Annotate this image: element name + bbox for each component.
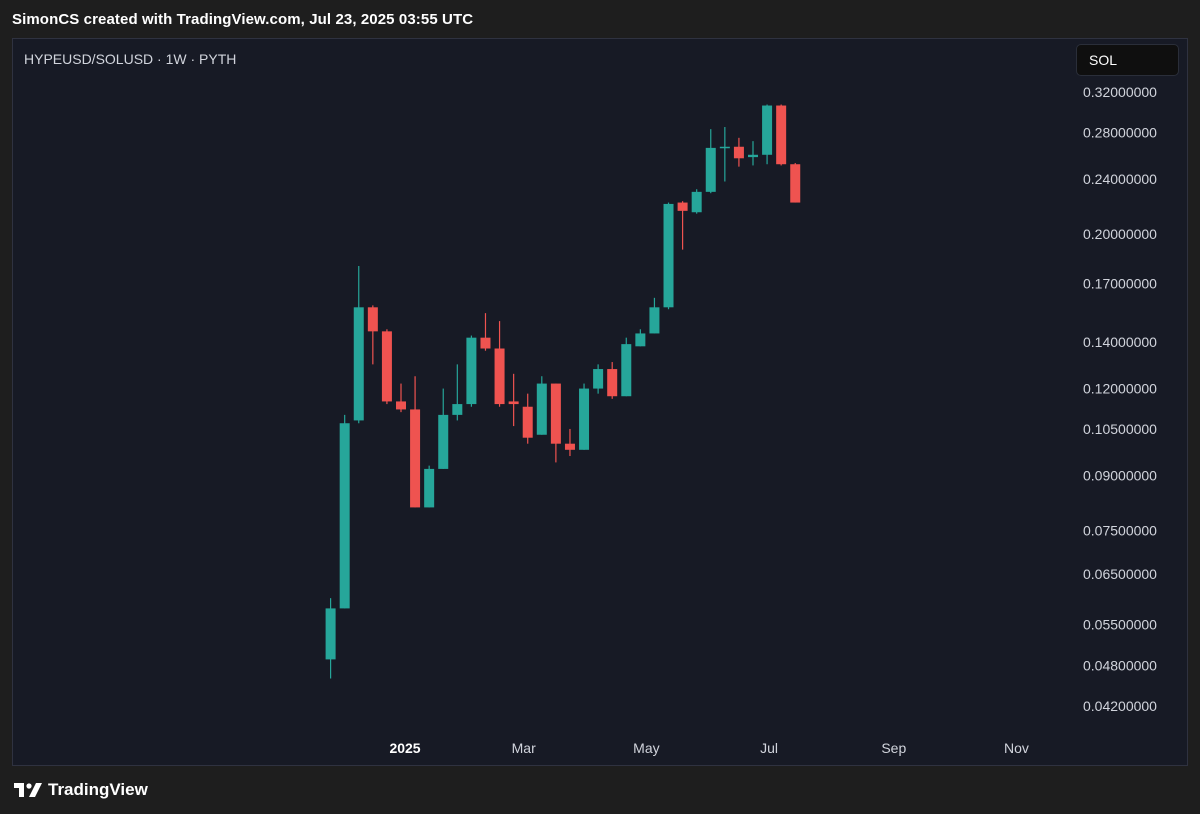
candle-body — [325, 608, 336, 660]
candle-body — [438, 414, 449, 469]
candle-body — [663, 203, 674, 308]
candle-body — [536, 383, 547, 435]
currency-button[interactable]: SOL — [1076, 44, 1179, 76]
x-tick-label: Mar — [512, 740, 536, 756]
x-tick-label: May — [633, 740, 659, 756]
candle-body — [480, 337, 491, 349]
candle-body — [424, 468, 435, 508]
x-tick-label: Sep — [881, 740, 906, 756]
candle-body — [607, 369, 618, 397]
candle-body — [494, 348, 505, 405]
candle-body — [396, 401, 406, 410]
candle-body — [367, 307, 378, 332]
candle-body — [649, 307, 660, 334]
y-tick-label: 0.04200000 — [1083, 698, 1157, 714]
candle-body — [790, 164, 801, 203]
candle-body — [621, 344, 632, 397]
symbol-title: HYPEUSD/SOLUSD · 1W · PYTH — [24, 51, 237, 67]
brand-name: TradingView — [48, 780, 148, 799]
y-tick-label: 0.20000000 — [1083, 226, 1157, 242]
candle-body — [452, 404, 463, 415]
y-tick-label: 0.04800000 — [1083, 658, 1157, 674]
candle-body — [748, 154, 758, 158]
y-tick-label: 0.17000000 — [1083, 275, 1157, 291]
y-tick-label: 0.09000000 — [1083, 468, 1157, 484]
candle-body — [705, 147, 716, 192]
y-tick-label: 0.12000000 — [1083, 381, 1157, 397]
candle-body — [579, 388, 590, 450]
candle-body — [564, 443, 575, 450]
x-tick-label: Jul — [760, 740, 778, 756]
candle-body — [762, 105, 773, 155]
candle-body — [677, 202, 688, 211]
y-tick-label: 0.10500000 — [1083, 421, 1157, 437]
chart-caption: SimonCS created with TradingView.com, Ju… — [12, 11, 474, 28]
candlestick-chart[interactable]: 0.32000000 0.28000000 0.24000000 0.20000000… — [13, 39, 1187, 765]
y-tick-label: 0.05500000 — [1083, 616, 1157, 632]
y-tick-label: 0.32000000 — [1083, 84, 1157, 100]
tradingview-logo-icon — [14, 783, 42, 797]
candle-body — [733, 146, 744, 159]
x-tick-label: Nov — [1004, 740, 1029, 756]
y-tick-label: 0.06500000 — [1083, 566, 1157, 582]
candle-body — [691, 191, 702, 213]
y-tick-label: 0.07500000 — [1083, 523, 1157, 539]
candle-body — [522, 406, 533, 438]
candle-body — [550, 383, 561, 444]
candle-body — [508, 401, 519, 405]
y-tick-label: 0.14000000 — [1083, 334, 1157, 350]
candle-body — [353, 307, 364, 421]
x-tick-label: 2025 — [389, 740, 420, 756]
candle-body — [410, 409, 421, 508]
candle-body — [593, 369, 604, 389]
candle-body — [776, 105, 787, 165]
chart-panel[interactable]: 0.32000000 0.28000000 0.24000000 0.20000000… — [12, 38, 1188, 766]
candle-body — [339, 423, 350, 609]
brand: TradingView — [14, 780, 148, 800]
y-tick-label: 0.24000000 — [1083, 171, 1157, 187]
y-tick-label: 0.28000000 — [1083, 124, 1157, 140]
candle-body — [635, 333, 646, 347]
candle-body — [719, 146, 730, 149]
candle-body — [381, 331, 392, 402]
candle-body — [466, 337, 477, 405]
